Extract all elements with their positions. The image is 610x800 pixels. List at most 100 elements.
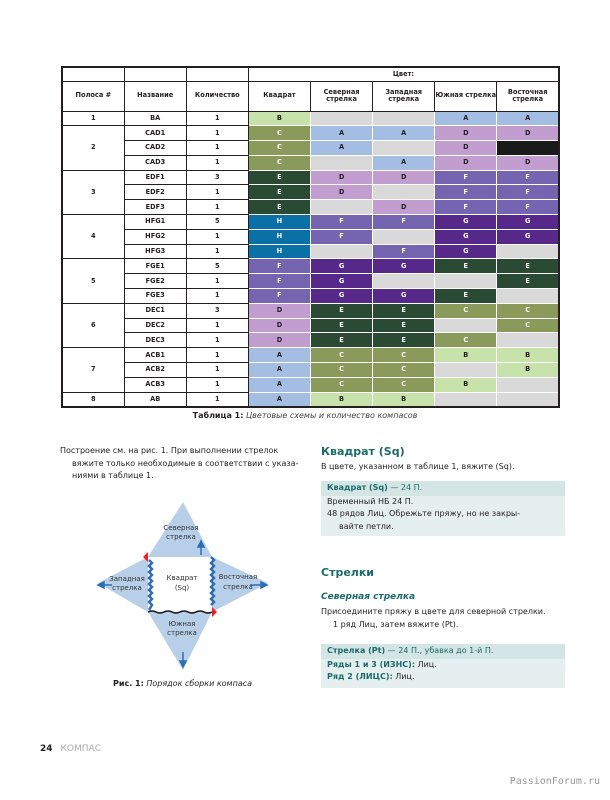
color-cell: D <box>309 169 374 186</box>
compass-quantity: 1 <box>185 317 249 334</box>
color-cell: A <box>247 362 312 378</box>
compass-name: FGE2 <box>123 273 187 290</box>
compass-name: EDF1 <box>123 169 187 186</box>
compass-quantity: 1 <box>185 228 249 245</box>
color-cell: A <box>309 125 374 142</box>
color-cell: F <box>496 199 560 216</box>
column-header: Западная стрелка <box>372 80 436 112</box>
blank-cell <box>61 66 125 82</box>
color-cell: C <box>496 302 560 319</box>
color-cell <box>309 199 374 216</box>
page-number: 24 <box>40 744 53 754</box>
color-cell: E <box>309 317 374 334</box>
compass-quantity: 3 <box>185 169 249 186</box>
arrow-instructions-box: Стрелка (Pt) — 24 П., убавка до 1-й П. Р… <box>321 644 565 688</box>
compass-quantity: 1 <box>185 332 249 349</box>
corner-marker <box>143 552 148 562</box>
column-header: Восточная стрелка <box>496 80 560 112</box>
table-row: 3 EDF1 3 E D D F F <box>61 169 560 216</box>
compass-name: ACB2 <box>123 362 187 378</box>
compass-name: AB <box>123 391 187 408</box>
blank-cell <box>185 66 249 82</box>
row-label: Ряд 2 (ЛИЦС): <box>327 672 393 681</box>
color-cell: E <box>372 317 436 334</box>
color-cell: E <box>372 302 436 319</box>
color-cell: F <box>247 288 312 304</box>
color-cell <box>372 273 436 290</box>
compass-name: DEC1 <box>123 302 187 319</box>
figure-caption-label: Рис. 1: <box>112 679 144 688</box>
watermark: PassionForum.ru <box>509 776 600 787</box>
strip-number: 1 <box>61 110 125 127</box>
color-cell: B <box>309 391 374 408</box>
color-cell <box>496 288 560 304</box>
north-arrow-shape <box>148 502 212 557</box>
caption-label: Таблица 1: <box>192 411 244 420</box>
square-shape <box>148 557 212 612</box>
color-cell: B <box>434 376 498 393</box>
blank-cell <box>123 66 187 82</box>
compass-name: EDF2 <box>123 184 187 201</box>
color-cell: C <box>434 302 498 319</box>
table-caption: Таблица 1: Цветовые схемы и количество к… <box>0 411 610 420</box>
box-line: Ряд 2 (ЛИЦС): Лиц. <box>321 671 565 684</box>
east-label: Восточная <box>219 573 258 581</box>
west-arrow-shape <box>98 557 148 612</box>
compass-name: FGE1 <box>123 258 187 275</box>
color-cell: E <box>434 258 498 275</box>
color-cell: C <box>309 362 374 378</box>
table-row: EDF2 1 E D F F <box>62 184 560 201</box>
compass-quantity: 1 <box>185 391 249 408</box>
color-cell: D <box>247 317 312 334</box>
square-instructions-box: Квадрат (Sq) — 24 П. Временный НБ 24 П. … <box>321 481 565 536</box>
north-paragraph: Присоедините пряжу в цвете для северной … <box>321 606 546 631</box>
color-cell: A <box>496 110 560 127</box>
compass-quantity: 1 <box>185 347 249 364</box>
square-paragraph: В цвете, указанном в таблице 1, вяжите (… <box>321 462 515 471</box>
color-cell: G <box>434 214 498 230</box>
compass-name: CAD3 <box>123 154 187 171</box>
color-cell: E <box>496 273 560 290</box>
color-cell: F <box>434 199 498 216</box>
compass-quantity: 1 <box>185 140 249 156</box>
seam-zigzag-east <box>209 556 216 606</box>
color-cell: C <box>247 154 312 171</box>
column-header: Квадрат <box>247 80 312 112</box>
compass-quantity: 1 <box>185 273 249 290</box>
color-cell: A <box>372 125 436 142</box>
compass-name: HFG2 <box>123 228 187 245</box>
color-cell <box>496 391 560 408</box>
east-arrow-shape <box>212 557 268 612</box>
page-footer: 24 КОМПАС <box>40 744 101 754</box>
compass-quantity: 1 <box>185 362 249 378</box>
compass-quantity: 1 <box>185 376 249 393</box>
compass-name: ACB1 <box>123 347 187 364</box>
column-header: Полоса # <box>61 80 125 112</box>
color-cell: E <box>247 199 312 216</box>
south-arrow-shape <box>148 612 212 670</box>
color-cell <box>496 376 560 393</box>
color-cell: C <box>247 140 312 156</box>
strip-number: 5 <box>61 258 125 304</box>
color-cell <box>372 140 436 156</box>
color-cell: A <box>247 391 312 408</box>
compass-name: EDF3 <box>123 199 187 216</box>
color-cell: E <box>309 332 374 349</box>
table-row: DEC2 1 D E E C <box>62 317 560 334</box>
compass-name: BA <box>123 110 187 127</box>
table-row: EDF3 1 E D F F <box>62 199 560 216</box>
table-row: ACB2 1 A C C B <box>62 362 560 378</box>
color-cell <box>434 362 498 378</box>
color-cell: G <box>372 258 436 275</box>
color-header: Цвет: <box>247 66 560 82</box>
para-line: Построение см. на рис. 1. При выполнении… <box>60 446 279 455</box>
color-cell <box>309 154 374 171</box>
para-line: ниями в таблице 1. <box>72 471 154 480</box>
color-cell: E <box>434 288 498 304</box>
compass-quantity: 1 <box>185 288 249 304</box>
square-label: (Sq) <box>175 584 190 592</box>
color-cell: F <box>309 228 374 245</box>
compass-quantity: 5 <box>185 258 249 275</box>
para-line: вяжите только необходимые в соответствии… <box>72 458 299 468</box>
color-cell: G <box>309 273 374 290</box>
